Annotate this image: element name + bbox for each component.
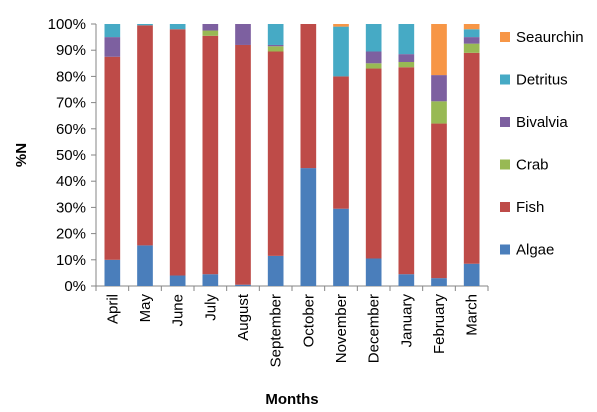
x-tick-label: March	[464, 294, 481, 336]
x-tick-label: June	[170, 294, 187, 327]
y-tick-label: 80%	[56, 68, 86, 85]
legend: Seaurchin Detritus Bivalvia Crab Fish Algae	[500, 29, 584, 259]
y-tick-label: 50%	[56, 147, 86, 164]
legend-swatch	[500, 202, 510, 212]
bar-segment	[333, 76, 349, 209]
bar-segment	[398, 24, 415, 55]
bar-segment	[104, 24, 121, 38]
legend-label: Fish	[516, 199, 544, 216]
bar-segment	[235, 284, 251, 286]
x-tick-label: May	[137, 294, 154, 323]
x-tick-label: August	[235, 293, 252, 341]
x-tick-label: January	[398, 294, 415, 348]
bar-segment	[365, 51, 382, 64]
bar-segment	[398, 67, 415, 275]
bar-segment	[169, 29, 186, 276]
bar-segment	[169, 24, 186, 30]
bar-segment	[463, 43, 480, 53]
bar-segment	[365, 24, 382, 52]
legend-label: Seaurchin	[516, 29, 584, 46]
x-tick-label: September	[268, 294, 285, 367]
bar-segment	[431, 75, 447, 102]
legend-swatch	[500, 32, 510, 42]
legend-label: Bivalvia	[516, 114, 568, 131]
y-tick-label: 30%	[56, 199, 86, 216]
x-tick-label: December	[366, 294, 383, 363]
bar-segment	[169, 275, 186, 286]
bar-segment	[365, 68, 382, 259]
bar-segment	[267, 44, 284, 47]
bar-segment	[202, 274, 219, 286]
y-tick-label: 0%	[64, 278, 86, 295]
y-tick-label: 40%	[56, 173, 86, 190]
bar-segment	[267, 46, 284, 52]
y-tick-label: 10%	[56, 252, 86, 269]
x-tick-label: October	[300, 294, 317, 347]
bar-segment	[398, 54, 415, 62]
x-tick-label: April	[104, 294, 121, 324]
bar-segment	[463, 263, 480, 286]
bar-segment	[202, 30, 219, 36]
bar-segment	[235, 44, 251, 285]
y-tick-label: 70%	[56, 95, 86, 112]
bar-segment	[300, 168, 317, 286]
x-tick-label: November	[333, 294, 350, 363]
y-tick-label: 20%	[56, 226, 86, 243]
bar-segment	[463, 52, 480, 264]
bar-segment	[104, 37, 121, 57]
bar-segment	[137, 245, 153, 286]
bar-segment	[202, 35, 219, 275]
y-tick-label: 90%	[56, 42, 86, 59]
x-tick-label: February	[431, 294, 448, 355]
bar-segment	[202, 24, 219, 31]
bar-segment	[267, 24, 284, 45]
bar-segment	[431, 24, 447, 76]
bar-segment	[398, 61, 415, 68]
bar-segment	[333, 24, 349, 27]
bars	[104, 24, 480, 286]
y-axis-title: %N	[13, 143, 30, 167]
bar-segment	[463, 37, 480, 44]
bar-segment	[104, 56, 121, 260]
bar-segment	[431, 123, 447, 279]
x-tick-label: July	[202, 294, 219, 321]
y-tick-label: 60%	[56, 121, 86, 138]
bar-segment	[463, 29, 480, 38]
legend-swatch	[500, 244, 510, 255]
bar-segment	[398, 274, 415, 286]
bar-segment	[137, 24, 153, 26]
legend-label: Algae	[516, 242, 554, 259]
y-axis: 0% 10% 20% 30% 40% 50% 60% 70% 80% 90% 100%	[48, 16, 97, 295]
bar-segment	[333, 26, 349, 77]
legend-label: Detritus	[516, 72, 568, 89]
bar-segment	[267, 255, 284, 286]
x-axis-title: Months	[265, 391, 318, 408]
legend-label: Crab	[516, 157, 549, 174]
bar-segment	[431, 101, 447, 124]
bar-segment	[300, 24, 317, 169]
legend-swatch	[500, 117, 510, 127]
y-tick-label: 100%	[48, 16, 86, 33]
legend-swatch	[500, 74, 510, 85]
bar-segment	[431, 278, 447, 286]
bar-segment	[365, 258, 382, 286]
bar-segment	[365, 63, 382, 69]
bar-segment	[104, 259, 121, 286]
bar-segment	[333, 208, 349, 286]
legend-swatch	[500, 159, 510, 170]
bar-segment	[137, 25, 153, 246]
bar-segment	[267, 51, 284, 256]
bar-segment	[463, 24, 480, 30]
bar-segment	[235, 24, 251, 45]
x-axis: April May June July August September October No…	[95, 285, 489, 367]
